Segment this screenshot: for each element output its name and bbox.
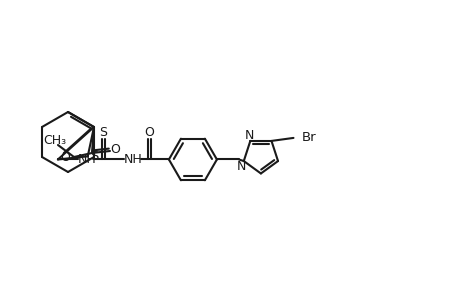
Text: S: S [90, 150, 99, 163]
Text: N: N [236, 160, 246, 172]
Text: O: O [60, 151, 70, 164]
Text: Br: Br [301, 131, 315, 144]
Text: NH: NH [78, 153, 96, 166]
Text: CH₃: CH₃ [43, 134, 67, 146]
Text: O: O [144, 126, 153, 139]
Text: S: S [99, 126, 106, 139]
Text: NH: NH [123, 153, 142, 166]
Text: N: N [244, 129, 253, 142]
Text: O: O [110, 142, 120, 155]
